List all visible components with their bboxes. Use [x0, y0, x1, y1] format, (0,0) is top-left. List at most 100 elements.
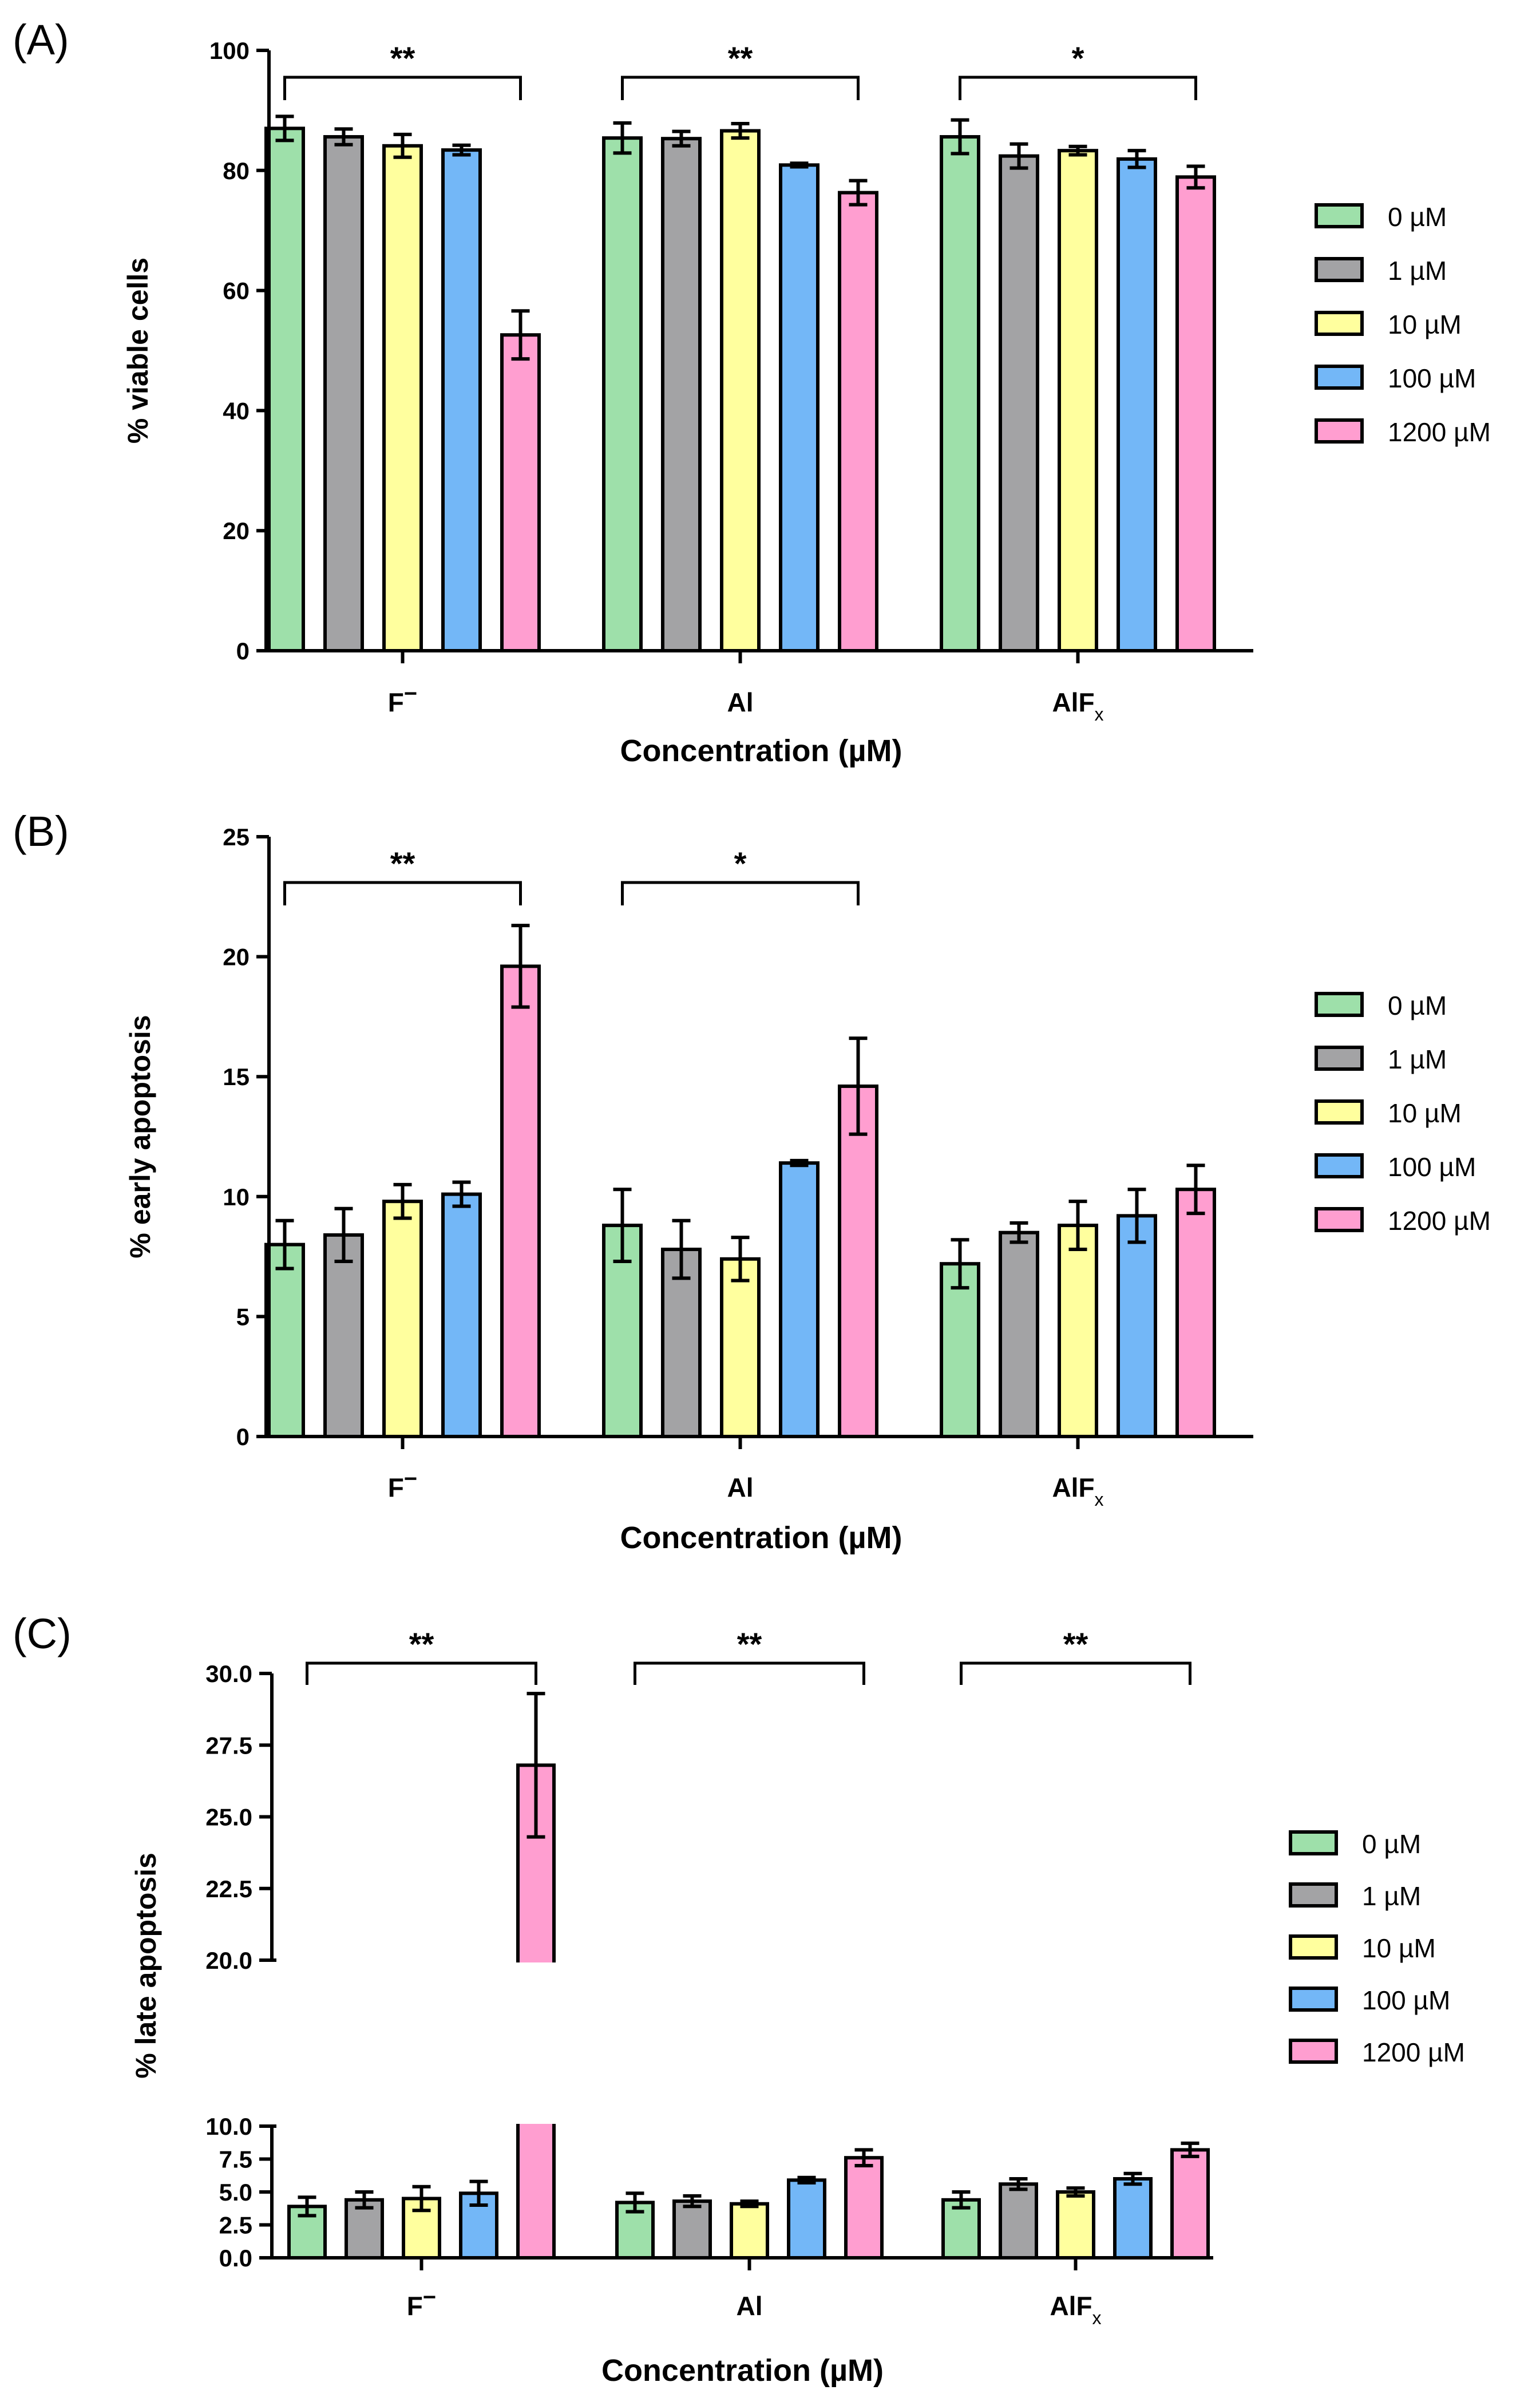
x-tick-label: AlFx — [1052, 1473, 1103, 1510]
bar — [940, 135, 980, 652]
y-tick-label: 10 — [223, 1184, 250, 1210]
significance-bracket — [621, 881, 860, 905]
bar — [323, 1233, 364, 1439]
significance-label: * — [1072, 40, 1084, 76]
bar — [787, 2178, 826, 2260]
significance-bracket — [621, 76, 860, 100]
x-tick-label: F− — [407, 2285, 436, 2321]
y-tick-label: 5.0 — [219, 2179, 252, 2206]
legend-label: 10 µM — [1362, 1933, 1436, 1963]
x-tick-label: Al — [737, 2291, 763, 2321]
bar — [720, 129, 761, 653]
legend-swatch — [1315, 1207, 1364, 1232]
bar — [779, 1161, 820, 1439]
panel-c: (C) 0.0 2.5 5.0 7.5 10.0 20.0 22.5 25.0 27.5 30.0 F… — [13, 1610, 1465, 2388]
bar — [661, 1248, 702, 1438]
y-tick-label: 30.0 — [205, 1660, 252, 1687]
bar — [382, 1200, 423, 1439]
significance-label: ** — [390, 40, 415, 76]
legend-swatch — [1315, 1153, 1364, 1178]
bar — [345, 2198, 384, 2260]
bar — [1058, 1224, 1098, 1438]
bar — [1170, 2148, 1210, 2260]
legend-swatch — [1289, 1987, 1338, 2012]
legend-label: 10 µM — [1388, 1098, 1462, 1128]
legend-swatch — [1289, 1934, 1338, 1960]
legend-label: 1 µM — [1388, 256, 1447, 286]
bar — [940, 1262, 980, 1439]
bar — [720, 1257, 761, 1438]
bar — [999, 2182, 1038, 2260]
legend-swatch — [1289, 1882, 1338, 1908]
legend-label: 1200 µM — [1362, 2037, 1465, 2067]
panel-a: (A) 0 20 40 60 80 100 F− Al AlFx Concentration (µM… — [13, 16, 1491, 768]
y-tick-label: 25 — [223, 824, 250, 850]
x-axis-title: Concentration (µM) — [601, 2353, 884, 2388]
significance-bracket — [306, 1661, 537, 1685]
y-tick-label: 0 — [236, 1423, 250, 1450]
significance-label: ** — [737, 1626, 762, 1662]
legend-swatch — [1315, 311, 1364, 336]
panel-label: (B) — [13, 808, 69, 855]
legend-swatch — [1289, 2039, 1338, 2064]
bar — [999, 154, 1039, 652]
significance-label: ** — [728, 40, 753, 76]
significance-bracket — [960, 1661, 1191, 1685]
x-tick-label: AlFx — [1050, 2291, 1101, 2328]
legend-swatch — [1315, 1099, 1364, 1125]
y-tick-label: 7.5 — [219, 2146, 252, 2173]
legend-swatch — [1289, 1830, 1338, 1855]
legend-swatch — [1315, 203, 1364, 228]
legend-swatch — [1315, 1046, 1364, 1071]
bar — [844, 2156, 884, 2260]
legend-label: 0 µM — [1388, 202, 1447, 232]
legend-label: 0 µM — [1362, 1829, 1421, 1859]
bar — [1117, 1214, 1157, 1438]
legend-label: 0 µM — [1388, 991, 1447, 1020]
legend-label: 1 µM — [1362, 1881, 1421, 1911]
y-tick-label: 27.5 — [205, 1732, 252, 1759]
legend-swatch — [1315, 257, 1364, 282]
subscript-x: x — [1092, 2308, 1102, 2328]
bar — [1058, 149, 1098, 653]
significance-label: ** — [1063, 1626, 1088, 1662]
superscript-minus: − — [404, 681, 417, 706]
bar — [500, 333, 541, 652]
legend-label: 100 µM — [1388, 363, 1476, 393]
x-tick-label: Al — [727, 1473, 754, 1502]
legend-swatch — [1315, 418, 1364, 444]
bar — [999, 1230, 1039, 1438]
y-tick-label: 22.5 — [205, 1875, 252, 1902]
x-tick-label: F− — [388, 681, 417, 717]
bar — [1056, 2190, 1095, 2260]
x-axis-title: Concentration (µM) — [620, 734, 902, 768]
significance-bracket — [283, 76, 522, 100]
bar — [838, 1084, 878, 1438]
y-tick-label: 0.0 — [219, 2245, 252, 2272]
y-axis-title: % early apoptosis — [124, 1015, 156, 1258]
y-tick-label: 100 — [209, 37, 250, 64]
legend-label: 1200 µM — [1388, 417, 1491, 447]
significance-bracket — [634, 1661, 865, 1685]
y-tick-label: 2.5 — [219, 2212, 252, 2239]
panel-label: (A) — [13, 16, 69, 64]
bar — [661, 137, 702, 652]
y-axis-title: % viable cells — [122, 258, 154, 444]
subscript-x: x — [1095, 704, 1104, 725]
y-tick-label: 80 — [223, 157, 250, 184]
bar — [382, 144, 423, 652]
bar — [441, 1192, 482, 1438]
legend-label: 1200 µM — [1388, 1206, 1491, 1236]
significance-label: ** — [409, 1626, 434, 1662]
panel-b: (B) 0 5 10 15 20 25 F− Al AlFx Concentration (µM)%… — [13, 808, 1491, 1555]
bar — [441, 148, 482, 653]
bar — [1175, 175, 1216, 652]
x-tick-label: F− — [388, 1466, 417, 1502]
significance-label: * — [734, 845, 747, 881]
bar — [779, 163, 820, 652]
y-tick-label: 20 — [223, 944, 250, 971]
x-tick-label: AlFx — [1052, 687, 1103, 725]
y-tick-label: 60 — [223, 278, 250, 304]
bar — [1175, 1188, 1216, 1439]
